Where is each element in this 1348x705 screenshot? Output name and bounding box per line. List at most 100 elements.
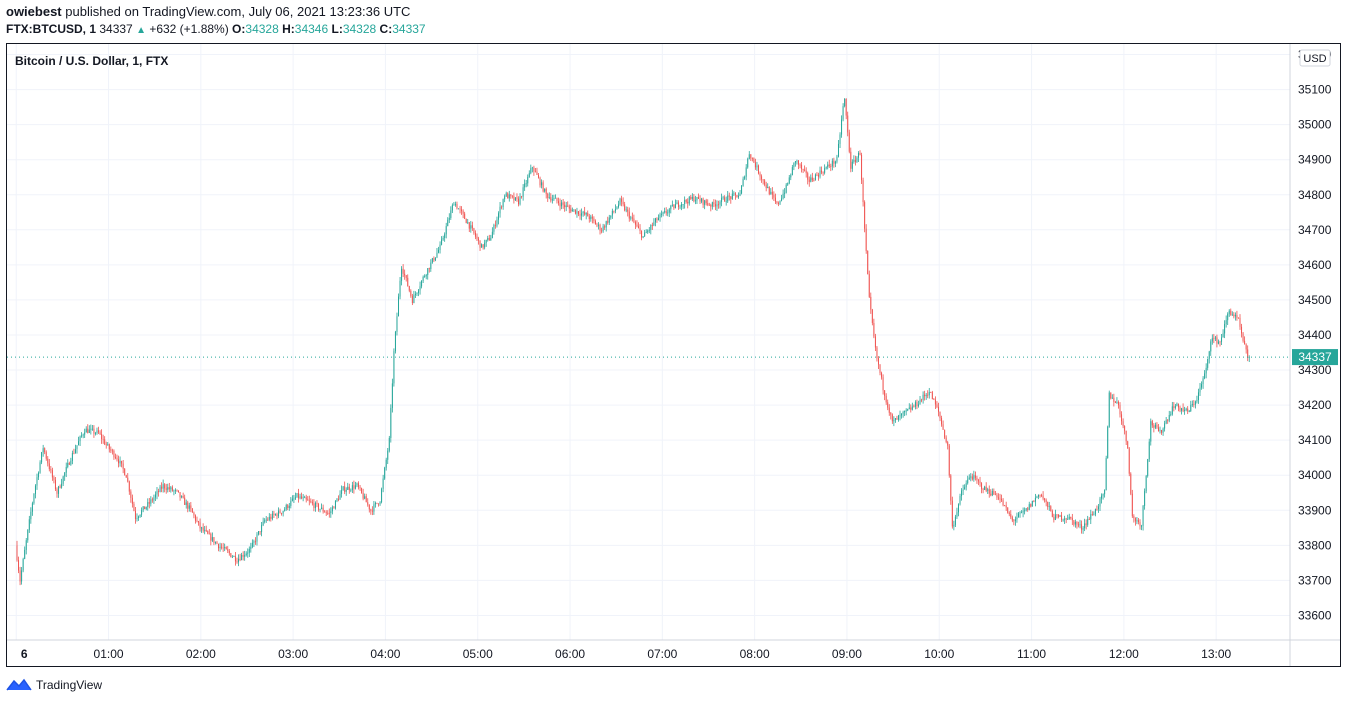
candle-body [1021,512,1023,514]
candle-body [942,424,944,430]
candle-body [496,219,498,226]
candle-body [187,502,189,509]
candle-body [484,242,486,248]
candle-body [628,211,630,219]
candle-body [574,209,576,214]
candle-body [42,448,44,453]
candle-body [739,193,741,196]
candle-body [124,468,126,476]
candle-body [447,219,449,227]
candle-body [1057,514,1059,517]
candle-body [870,296,872,310]
candle-body [551,199,553,201]
candle-body [451,205,453,211]
candle-body [358,483,360,488]
candle-body [725,201,727,203]
candle-body [156,491,158,495]
candle-body [965,483,967,488]
candle-body [416,292,418,295]
candle-body [478,238,480,241]
candle-body [1051,510,1053,517]
candle-body [973,475,975,480]
candle-body [1204,373,1206,379]
candle-body [382,478,384,489]
candle-body [1211,338,1213,342]
candle-body [59,486,61,488]
candle-body [842,106,844,120]
candle-body [1151,421,1153,426]
candle-body [1217,341,1219,344]
candle-body [745,167,747,177]
candle-body [944,429,946,438]
candle-body [154,494,156,498]
candle-body [1074,521,1076,525]
candle-body [747,158,749,168]
candle-body [927,394,929,396]
candle-body [427,268,429,275]
candle-body [321,507,323,509]
candle-body [1039,494,1041,496]
candle-body [507,193,509,199]
candle-body [890,412,892,415]
open-label: O: [232,22,246,36]
candle-body [822,172,824,174]
candle-body [387,450,389,460]
candle-body [636,224,638,227]
candle-body [333,507,335,509]
candle-body [291,498,293,501]
candle-body [518,198,520,205]
candle-body [693,196,695,202]
candle-body [1117,401,1119,406]
candle-body [318,504,320,510]
tradingview-footer[interactable]: TradingView [6,678,102,692]
candle-body [176,489,178,491]
candle-body [1224,324,1226,334]
candle-body [922,394,924,400]
low-value: 34328 [342,22,377,36]
candle-body [657,217,659,221]
candle-body [362,492,364,499]
candle-body [1236,314,1238,318]
candle-body [305,497,307,500]
candle-body [1197,392,1199,400]
candle-body [607,221,609,223]
candle-body [54,479,56,490]
candle-body [776,201,778,204]
candle-body [650,225,652,230]
candle-body [916,402,918,407]
candle-body [768,187,770,195]
candle-body [288,505,290,508]
candle-body [73,453,75,454]
candle-body [1228,310,1230,314]
candle-body [1054,514,1056,520]
candle-body [367,502,369,505]
candle-body [488,237,490,241]
candle-body [762,179,764,181]
candle-body [261,525,263,533]
candle-body [479,240,481,248]
candle-body [684,199,686,205]
candle-body [831,160,833,167]
candle-body [751,158,753,160]
candle-body [854,159,856,163]
candle-body [1219,341,1221,343]
chart-frame[interactable] [6,43,1341,667]
price-change: +632 (+1.88%) [149,22,229,36]
candle-body [398,296,400,317]
candle-body [581,213,583,216]
candle-body [567,205,569,207]
candle-body [308,500,310,502]
candle-body [1213,338,1215,340]
candle-body [862,180,864,203]
candle-body [976,477,978,481]
candle-body [481,244,483,248]
last-price-label: 34337 [1298,350,1332,364]
candle-body [322,507,324,512]
y-tick-label: 34500 [1298,293,1332,307]
x-tick-label: 11:00 [1017,647,1046,661]
candle-body [219,546,221,549]
candle-body [205,529,207,532]
candle-body [298,493,300,499]
candle-body [664,211,666,213]
